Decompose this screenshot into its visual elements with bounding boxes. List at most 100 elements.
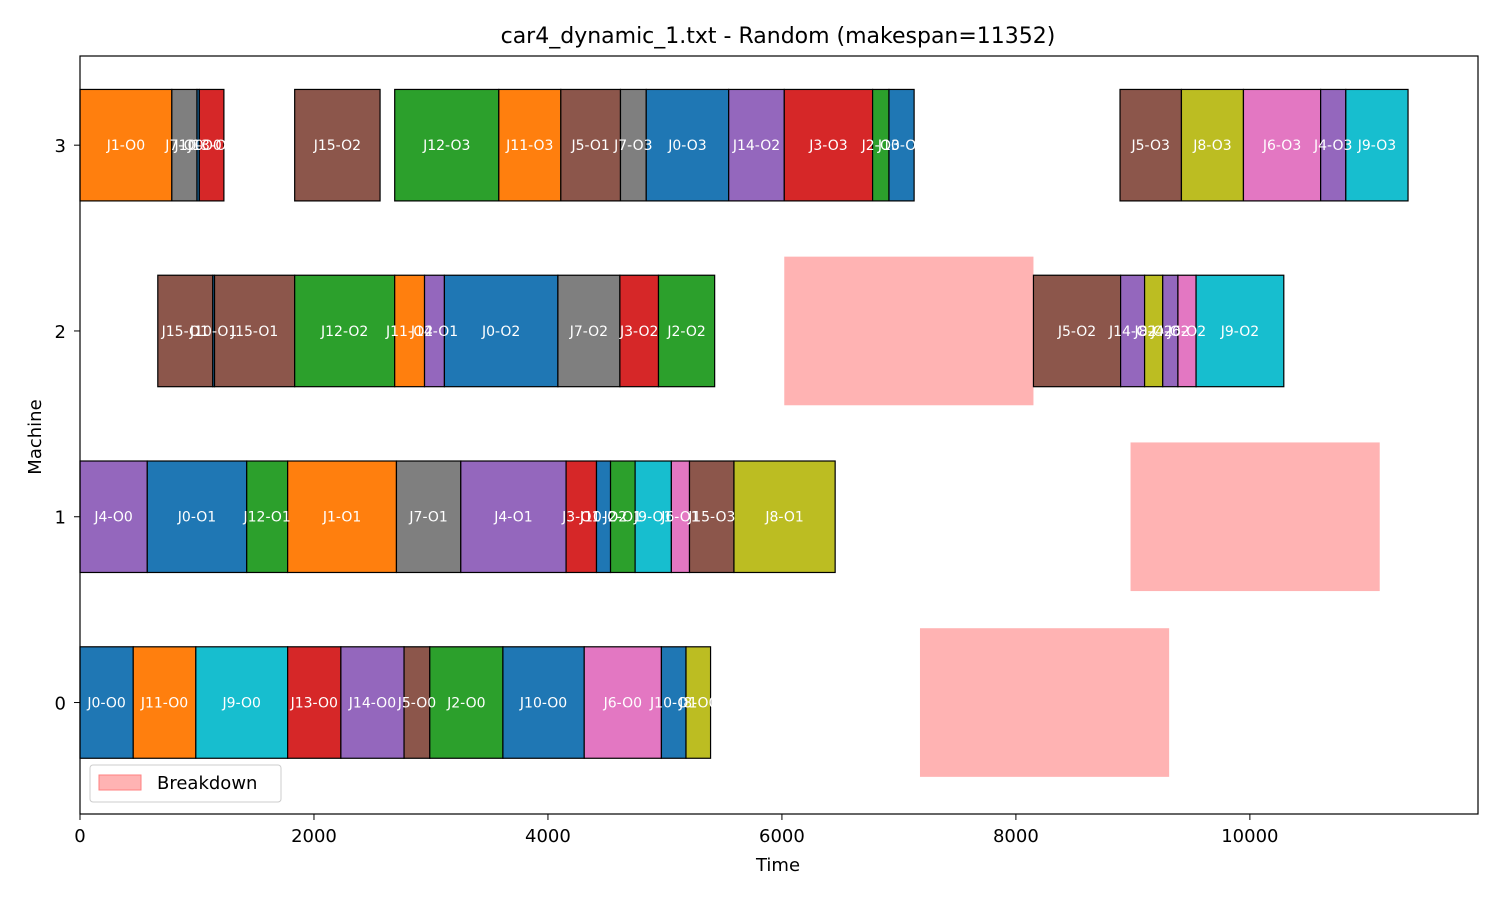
operation-label-j0-o3: J0-O3 [667, 138, 706, 154]
operation-label-j15-o3: J15-O3 [687, 510, 735, 526]
operation-label-j13-o0: J13-O0 [290, 696, 338, 712]
operation-label-j2-o0: J2-O0 [446, 696, 485, 712]
operation-bar-j4-o1 [460, 460, 567, 574]
operation-bar-j13-o0 [198, 88, 225, 202]
operation-label-j9-o0: J9-O0 [222, 696, 261, 712]
operation-bar-j14-o2 [728, 88, 785, 202]
operation-bar-j4-o0 [79, 460, 148, 574]
operation-label-j6-o3: J6-O3 [1262, 138, 1301, 154]
operation-label-j10-o1: J10-O1 [649, 696, 697, 712]
x-axis-label: Time [755, 855, 800, 876]
operation-bar-j1-o0 [79, 88, 173, 202]
x-tick-label: 10000 [1221, 826, 1278, 847]
operation-label-j5-o1: J5-O1 [570, 138, 609, 154]
operation-bar-j11-o0 [132, 646, 197, 759]
operation-label-j15-o2: J15-O2 [313, 138, 361, 154]
operation-label-j2-o3: J2-O3 [861, 138, 900, 154]
operation-bar-j11-o3 [498, 88, 562, 202]
operation-label-j15-o1: J15-O1 [161, 324, 209, 340]
operation-label-j0-o2: J0-O2 [481, 324, 520, 340]
operation-bar-j5-o1 [560, 88, 622, 202]
operation-label-j3-o2: J3-O2 [619, 324, 658, 340]
operation-bar-j7-o2 [557, 274, 621, 388]
x-tick-label: 4000 [525, 826, 571, 847]
operation-label-j8-o0: J8-O0 [678, 696, 717, 712]
operation-label-j5-o0: J5-O0 [397, 696, 436, 712]
operation-bar-j5-o3 [1119, 88, 1183, 202]
operation-label-j6-o2: J6-O2 [1167, 324, 1206, 340]
operation-bar-j7-o3 [619, 88, 647, 202]
operation-bar-j9-o3 [1345, 88, 1409, 202]
operation-bar-j1-o1 [287, 460, 398, 574]
operation-label-j3-o3: J3-O3 [808, 138, 847, 154]
y-tick-label: 2 [55, 322, 66, 343]
operation-label-j12-o3: J12-O3 [422, 138, 470, 154]
operation-bar-j0-o0 [79, 646, 134, 759]
operation-label-j7-o2: J7-O2 [569, 324, 608, 340]
operation-bar-j15-o1 [213, 274, 296, 388]
legend-entry-breakdown: Breakdown [157, 773, 257, 794]
operation-label-j8-o2: J8-O2 [1133, 324, 1172, 340]
operation-bar-j6-o0 [583, 646, 663, 759]
operation-bar-j5-o2 [1032, 274, 1122, 388]
operation-label-j7-o3: J7-O3 [613, 138, 652, 154]
y-tick-label: 3 [55, 136, 66, 157]
operation-bar-j4-o3 [1320, 88, 1347, 202]
operation-label-j10-o1: J10-O1 [189, 324, 237, 340]
operation-bar-j2-o1 [609, 460, 636, 574]
x-axis: 0 2000 4000 6000 8000 10000 [74, 814, 1279, 847]
legend-swatch-breakdown [98, 774, 142, 791]
operation-bar-j10-o1 [660, 646, 687, 759]
y-axis-label: Machine [25, 399, 46, 474]
operation-bar-j12-o1 [246, 460, 289, 574]
operation-label-j7-o0: J7-O0 [164, 138, 203, 154]
operation-bar-j8-o0 [685, 646, 712, 759]
operation-bar-j7-o0 [171, 88, 198, 202]
operation-label-j1-o1: J1-O1 [322, 510, 361, 526]
operation-label-j11-o0: J11-O0 [140, 696, 188, 712]
plot-area: J0-O0 J11-O0 J9-O0 J13-O0 J14-O0 J5-O0 J2-O0 J1… [79, 88, 1409, 777]
operation-label-j14-o2: J14-O2 [732, 138, 780, 154]
operation-bar-j9-o0 [195, 646, 289, 759]
operation-bar-j8-o1 [733, 460, 836, 574]
operation-label-j15-o1: J15-O1 [230, 324, 278, 340]
operation-label-j11-o3: J11-O3 [505, 138, 553, 154]
operation-bar-j7-o1 [395, 460, 462, 574]
operation-bar-j3-o3 [783, 88, 874, 202]
operation-label-j4-o3: J4-O3 [1313, 138, 1352, 154]
operation-bar-j13-o0 [287, 646, 342, 759]
operation-label-j10-o3: J10-O3 [877, 138, 925, 154]
legend: Breakdown [89, 764, 282, 803]
operation-label-j2-o1: J2-O1 [603, 510, 642, 526]
operation-label-j13-o0: J13-O0 [187, 138, 235, 154]
y-tick-label: 1 [55, 508, 66, 529]
operation-label-j14-o2: J14-O2 [1108, 324, 1156, 340]
operation-bar-j5-o0 [403, 646, 431, 759]
operation-label-j12-o1: J12-O1 [243, 510, 291, 526]
operation-bar-j12-o2 [294, 274, 396, 388]
operation-bar-j14-o0 [340, 646, 405, 759]
plot-frame [79, 55, 1479, 815]
operation-bar-j9-o1 [634, 460, 672, 574]
operation-bar-j2-o2 [657, 274, 716, 388]
operation-bar-j15-o3 [688, 460, 735, 574]
operation-label-j10-o0: J10-O0 [519, 696, 567, 712]
breakdown-bar-m0 [919, 628, 1170, 777]
y-axis: 0 1 2 3 [55, 136, 80, 715]
operation-bar-j0-o2 [443, 274, 559, 388]
operation-label-j7-o1: J7-O1 [408, 510, 447, 526]
operation-bar-j3-o2 [619, 274, 660, 388]
operation-label-j14-o0: J14-O0 [348, 696, 396, 712]
y-tick-label: 0 [55, 694, 66, 715]
operation-label-j0-o1: J0-O1 [177, 510, 216, 526]
operation-bar-j10-o3 [888, 88, 915, 202]
x-tick-label: 0 [74, 826, 85, 847]
operation-bar-j15-o2 [294, 88, 381, 202]
operation-label-j1-o0: J1-O0 [106, 138, 145, 154]
operation-label-j0-o0: J0-O0 [86, 696, 125, 712]
operation-label-j5-o2: J5-O2 [1057, 324, 1096, 340]
breakdown-bar-m2 [784, 256, 1034, 406]
operation-label-j11-o2: J11-O2 [385, 324, 433, 340]
operation-label-j8-o3: J8-O3 [1192, 138, 1231, 154]
operation-label-j3-o1: J3-O1 [561, 510, 600, 526]
